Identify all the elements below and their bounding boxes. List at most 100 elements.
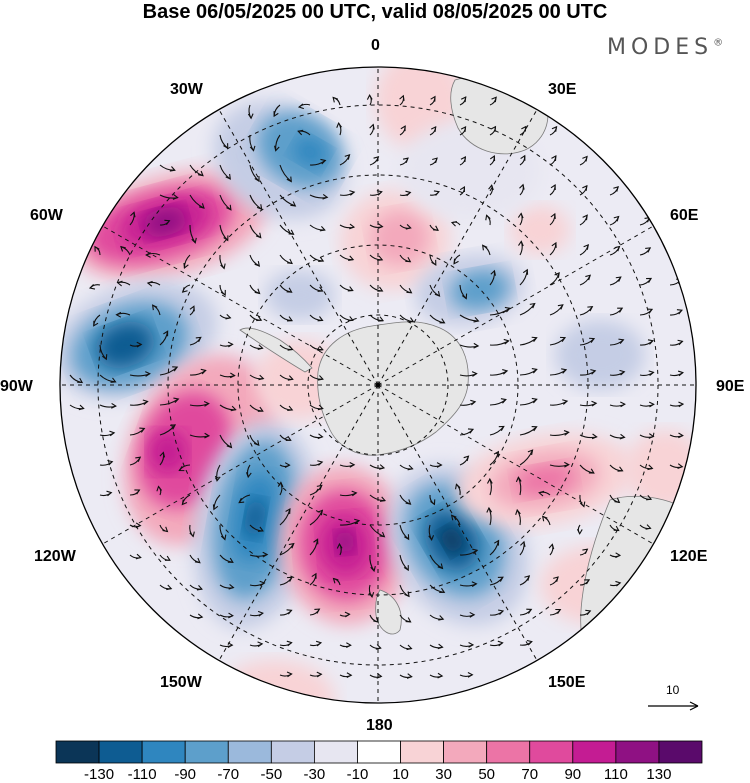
wind-arrowhead — [181, 499, 188, 506]
wind-arrowhead — [520, 540, 526, 547]
wind-arrowhead — [93, 320, 99, 327]
wind-arrowhead — [189, 531, 195, 538]
wind-arrowhead — [136, 341, 143, 348]
wind-arrowhead — [257, 526, 264, 532]
wind-arrowhead — [368, 592, 375, 599]
wind-arrowhead — [225, 173, 231, 180]
colorbar-tick-label: -10 — [346, 766, 369, 783]
wind-arrowhead — [317, 345, 324, 351]
wind-arrowhead — [486, 477, 493, 484]
wind-arrowhead — [135, 456, 142, 462]
wind-arrowhead — [408, 317, 415, 323]
wind-arrowhead — [256, 204, 263, 211]
wind-arrowhead — [377, 223, 384, 229]
wind-arrowhead — [332, 96, 339, 103]
wind-arrowhead — [169, 166, 176, 172]
colorbar-swatch — [98, 740, 143, 764]
colorbar-tick-label: 30 — [435, 766, 452, 783]
wind-arrowhead — [172, 366, 179, 372]
wind-arrowhead — [520, 154, 526, 161]
wind-arrowhead — [156, 485, 163, 492]
wind-arrowhead — [529, 302, 536, 309]
wind-arrowhead — [405, 499, 412, 505]
wind-arrowhead — [204, 432, 211, 439]
wind-arrowhead — [550, 184, 556, 191]
wind-arrowhead — [102, 354, 108, 361]
wind-arrowhead — [286, 609, 293, 615]
wind-arrowhead — [460, 125, 467, 132]
colorbar-tick-label: -110 — [127, 766, 157, 783]
wind-arrowhead — [297, 103, 305, 110]
wind-vectors — [69, 93, 685, 679]
wind-arrowhead — [504, 306, 511, 313]
wind-arrowhead — [214, 475, 221, 482]
wind-arrowhead — [583, 243, 589, 250]
wind-arrowhead — [428, 535, 435, 541]
wind-arrowhead — [521, 125, 527, 132]
wind-arrowhead — [645, 247, 652, 253]
wind-arrowhead — [589, 337, 596, 343]
wind-arrowhead — [548, 543, 555, 550]
wind-arrowhead — [227, 642, 234, 648]
wind-arrowhead — [553, 576, 559, 582]
wind-arrowhead — [430, 95, 436, 102]
wind-arrowhead — [130, 211, 136, 218]
wind-arrowhead — [439, 587, 446, 594]
wind-arrowhead — [646, 277, 653, 283]
wind-arrowhead — [285, 508, 291, 515]
wind-arrowhead — [551, 241, 557, 248]
wind-arrowhead — [316, 484, 323, 491]
wind-arrowhead — [189, 305, 195, 312]
wind-arrowhead — [134, 489, 141, 495]
wind-arrowhead — [584, 579, 591, 585]
wind-arrowhead — [579, 501, 586, 508]
wind-arrowhead — [313, 538, 319, 545]
wind-arrowhead — [490, 125, 497, 132]
wind-arrowhead — [257, 344, 264, 350]
map-disk — [60, 67, 696, 703]
reference-vector-label: 10 — [666, 683, 680, 697]
wind-arrowhead — [617, 466, 624, 472]
wind-arrowhead — [351, 490, 358, 497]
wind-arrowhead — [370, 565, 376, 573]
wind-arrowhead — [557, 304, 564, 310]
wind-arrowhead — [379, 496, 387, 502]
colorbar-swatch — [443, 740, 488, 764]
lon-label-60e: 60E — [670, 207, 699, 224]
wind-arrowhead — [115, 311, 122, 318]
wind-arrowhead — [139, 427, 146, 433]
wind-arrowhead — [405, 617, 412, 623]
wind-arrowhead — [314, 608, 321, 614]
wind-arrowhead — [467, 671, 474, 678]
wind-arrowhead — [135, 553, 142, 560]
colorbar-tick-label: 110 — [603, 766, 628, 783]
wind-arrowhead — [399, 94, 405, 101]
wind-arrowhead — [378, 316, 385, 322]
lon-label-120e: 120E — [670, 548, 708, 565]
wind-arrowhead — [489, 155, 496, 162]
wind-arrowhead — [228, 612, 234, 619]
wind-arrowhead — [564, 461, 570, 468]
wind-arrowhead — [78, 404, 85, 411]
lon-label-150e: 150E — [548, 674, 586, 691]
wind-arrowhead — [648, 401, 655, 408]
wind-arrowhead — [615, 552, 622, 559]
wind-arrowhead — [647, 339, 654, 345]
wind-arrowhead — [613, 215, 620, 222]
wind-arrowhead — [145, 371, 151, 377]
wind-arrowhead — [403, 565, 409, 572]
wind-arrowhead — [162, 526, 169, 533]
wind-arrowhead — [332, 577, 339, 584]
wind-arrowhead — [619, 433, 626, 440]
wind-arrowhead — [287, 258, 293, 265]
wind-arrowhead — [159, 451, 166, 458]
wind-arrowhead — [576, 529, 583, 535]
wind-arrowhead — [402, 157, 409, 164]
wind-arrowhead — [485, 214, 491, 221]
wind-arrowhead — [146, 280, 153, 287]
wind-arrowhead — [229, 372, 236, 379]
wind-arrowhead — [170, 424, 177, 430]
wind-arrowhead — [405, 224, 412, 230]
colorbar-tick-label: -70 — [217, 766, 240, 783]
wind-arrowhead — [471, 371, 478, 377]
